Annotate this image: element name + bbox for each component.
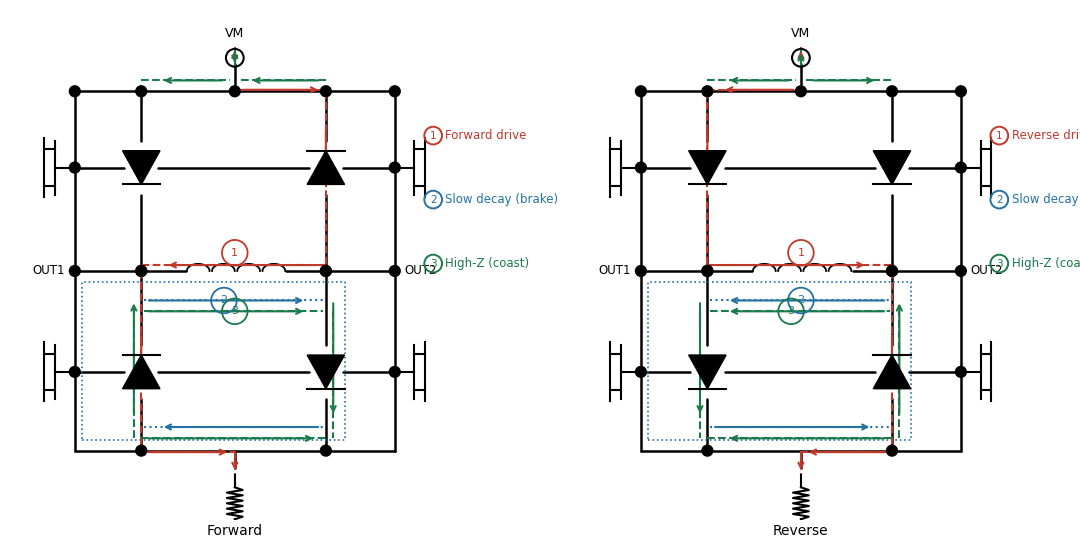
Text: 3: 3 xyxy=(430,258,436,268)
Circle shape xyxy=(321,86,332,97)
Circle shape xyxy=(635,86,646,97)
Circle shape xyxy=(321,266,332,276)
Polygon shape xyxy=(874,355,910,389)
Text: OUT1: OUT1 xyxy=(598,264,631,277)
Circle shape xyxy=(635,162,646,173)
Circle shape xyxy=(69,86,80,97)
Circle shape xyxy=(390,86,401,97)
Text: OUT2: OUT2 xyxy=(971,264,1003,277)
Circle shape xyxy=(69,162,80,173)
Circle shape xyxy=(887,445,897,456)
Circle shape xyxy=(702,266,713,276)
Text: Reverse: Reverse xyxy=(773,525,828,538)
Text: 2: 2 xyxy=(797,296,805,305)
Text: 1: 1 xyxy=(231,248,239,258)
Text: 1: 1 xyxy=(797,248,805,258)
Text: 3: 3 xyxy=(787,306,795,316)
Circle shape xyxy=(887,86,897,97)
Text: VM: VM xyxy=(225,27,244,40)
Circle shape xyxy=(136,266,147,276)
Text: 2: 2 xyxy=(996,195,1002,205)
Circle shape xyxy=(702,86,713,97)
Text: High-Z (coast): High-Z (coast) xyxy=(1012,257,1080,270)
Text: 1: 1 xyxy=(430,131,436,141)
Circle shape xyxy=(635,266,646,276)
Bar xyxy=(82,282,345,440)
Circle shape xyxy=(390,266,401,276)
Circle shape xyxy=(136,266,147,276)
Text: 3: 3 xyxy=(996,258,1002,268)
Circle shape xyxy=(956,367,967,377)
Circle shape xyxy=(321,445,332,456)
Circle shape xyxy=(321,266,332,276)
Text: 3: 3 xyxy=(231,306,239,316)
Text: 2: 2 xyxy=(220,296,228,305)
Text: Forward drive: Forward drive xyxy=(445,129,527,142)
Polygon shape xyxy=(689,355,726,389)
Text: Forward: Forward xyxy=(206,525,262,538)
Circle shape xyxy=(702,266,713,276)
Polygon shape xyxy=(689,151,726,184)
Circle shape xyxy=(136,445,147,456)
Circle shape xyxy=(956,162,967,173)
Circle shape xyxy=(796,86,807,97)
Polygon shape xyxy=(122,151,160,184)
Text: High-Z (coast): High-Z (coast) xyxy=(445,257,529,270)
Text: Slow decay (brake): Slow decay (brake) xyxy=(1012,193,1080,206)
Circle shape xyxy=(136,86,147,97)
Text: 2: 2 xyxy=(430,195,436,205)
Text: 1: 1 xyxy=(996,131,1002,141)
Circle shape xyxy=(69,367,80,377)
Polygon shape xyxy=(307,151,345,184)
Circle shape xyxy=(956,266,967,276)
Bar xyxy=(648,282,910,440)
Polygon shape xyxy=(307,355,345,389)
Circle shape xyxy=(887,266,897,276)
Circle shape xyxy=(390,367,401,377)
Text: VM: VM xyxy=(792,27,810,40)
Polygon shape xyxy=(122,355,160,389)
Circle shape xyxy=(956,86,967,97)
Circle shape xyxy=(635,367,646,377)
Circle shape xyxy=(69,266,80,276)
Text: OUT1: OUT1 xyxy=(32,264,65,277)
Circle shape xyxy=(390,162,401,173)
Polygon shape xyxy=(874,151,910,184)
Text: OUT2: OUT2 xyxy=(405,264,437,277)
Text: Slow decay (brake): Slow decay (brake) xyxy=(445,193,558,206)
Circle shape xyxy=(702,445,713,456)
Text: Reverse drive: Reverse drive xyxy=(1012,129,1080,142)
Circle shape xyxy=(887,266,897,276)
Circle shape xyxy=(229,86,240,97)
